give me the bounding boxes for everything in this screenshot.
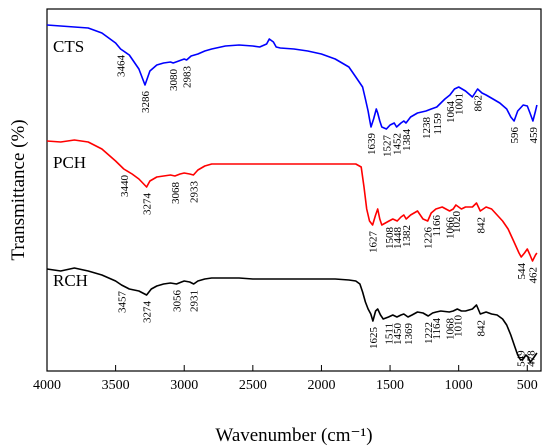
- x-tick-label: 1000: [445, 378, 473, 393]
- peak-label-rch: 1164: [431, 318, 443, 340]
- peak-label-cts: 3286: [140, 91, 152, 114]
- peak-label-pch: 842: [475, 217, 487, 234]
- series-line-cts: [46, 24, 538, 130]
- peak-label-rch: 2931: [189, 290, 201, 312]
- x-axis-title: Wavenumber (cm⁻¹): [215, 425, 372, 446]
- peak-label-rch: 3274: [142, 301, 154, 324]
- peak-label-cts: 1238: [421, 117, 433, 140]
- peak-label-pch: 462: [528, 267, 540, 284]
- x-tick-label: 2000: [307, 378, 335, 393]
- peak-label-cts: 596: [509, 127, 521, 144]
- peak-label-rch: 1068: [444, 318, 456, 341]
- series-line-rch: [46, 267, 538, 363]
- peak-label-pch: 3274: [142, 193, 154, 216]
- peak-label-pch: 1448: [392, 227, 404, 250]
- x-tick-label: 3000: [170, 378, 198, 393]
- peak-label-pch: 1508: [384, 227, 396, 250]
- peak-label-pch: 1226: [423, 227, 435, 250]
- peak-label-cts: 3080: [168, 69, 180, 92]
- peak-label-pch: 1627: [368, 231, 380, 254]
- peak-label-rch: 1625: [368, 327, 380, 350]
- peak-label-rch: 549: [516, 350, 528, 367]
- peak-label-cts: 1064: [445, 101, 457, 124]
- peak-label-pch: 3068: [170, 182, 182, 205]
- peak-label-rch: 3056: [172, 290, 184, 313]
- peak-label-cts: 1639: [366, 133, 378, 156]
- peak-label-cts: 1159: [432, 113, 444, 135]
- x-tick-label: 4000: [33, 378, 61, 393]
- peak-label-rch: 1222: [423, 322, 435, 344]
- peak-label-rch: 1369: [403, 323, 415, 346]
- plot-area-border: [46, 8, 542, 372]
- peak-label-cts: 1452: [392, 133, 404, 155]
- series-lines: [46, 24, 538, 363]
- plot-frame: [46, 8, 542, 372]
- x-tick-label: 2500: [239, 378, 267, 393]
- x-tick-label: 1500: [376, 378, 404, 393]
- peak-label-cts: 1001: [454, 93, 466, 115]
- series-names: CTS PCH RCH: [53, 37, 88, 290]
- peak-label-pch: 1066: [445, 217, 457, 240]
- peak-label-rch: 1511: [384, 323, 396, 345]
- x-tick-label: 500: [517, 378, 538, 393]
- series-label-rch: RCH: [53, 271, 88, 290]
- peak-label-cts: 862: [473, 95, 485, 112]
- peak-label-pch: 1382: [401, 225, 413, 247]
- peak-label-pch: 1166: [431, 215, 443, 237]
- x-axis-ticks: 4000 3500 3000 2500 2000 1500 1000 500: [33, 365, 538, 393]
- series-label-pch: PCH: [53, 153, 86, 172]
- peak-label-rch: 842: [475, 320, 487, 337]
- series-label-cts: CTS: [53, 37, 84, 56]
- peak-label-pch: 3440: [119, 175, 131, 198]
- peak-label-rch: 1450: [392, 323, 404, 346]
- peak-label-cts: 459: [528, 127, 540, 144]
- x-tick-label: 3500: [102, 378, 130, 393]
- series-line-pch: [46, 139, 538, 262]
- peak-label-cts: 1384: [401, 129, 413, 152]
- peak-label-pch: 1020: [451, 211, 463, 234]
- peak-label-rch: 3457: [117, 291, 129, 314]
- peak-label-pch: 2933: [188, 181, 200, 204]
- peak-label-pch: 544: [516, 263, 528, 280]
- peak-label-rch: 1010: [452, 315, 464, 338]
- peak-label-rch: 478: [525, 350, 537, 367]
- peak-label-cts: 1527: [381, 135, 393, 158]
- y-axis-title: Transmittance (%): [8, 119, 29, 260]
- peak-label-cts: 2983: [182, 66, 194, 89]
- peak-label-cts: 3464: [116, 55, 128, 78]
